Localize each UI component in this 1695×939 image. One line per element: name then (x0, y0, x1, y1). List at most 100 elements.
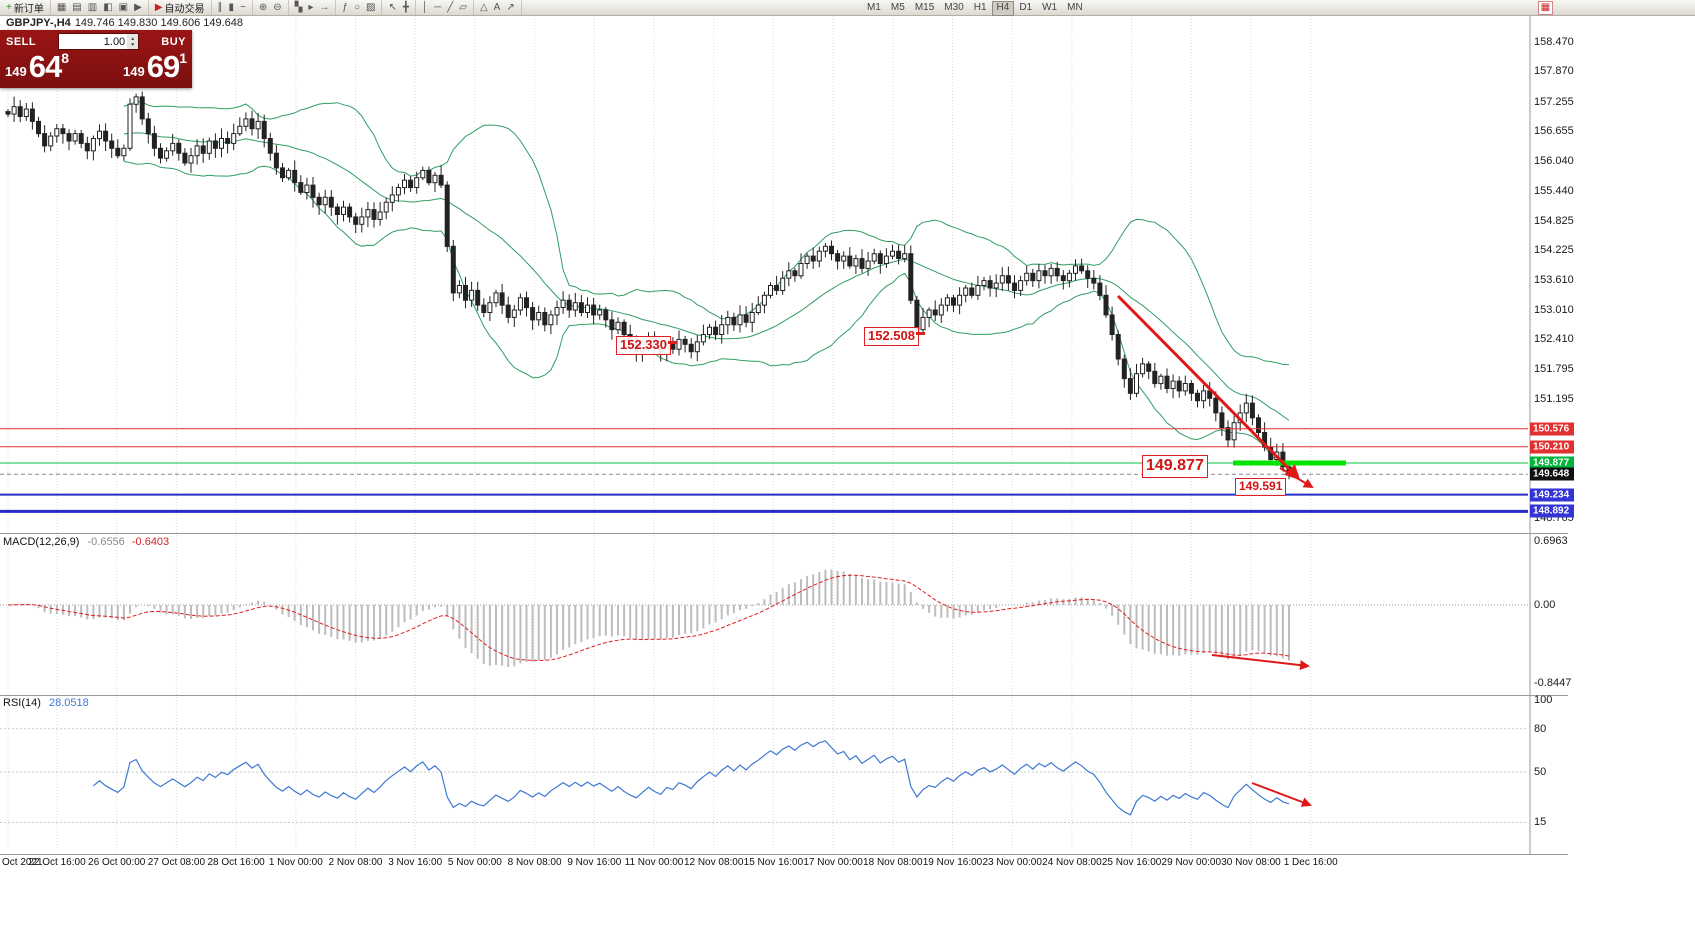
timeframe-h4[interactable]: H4 (991, 1, 1015, 16)
macd-main-value: -0.6556 (87, 536, 125, 548)
crosshair-icon[interactable]: ╋ (400, 1, 412, 14)
profiles-icon[interactable]: ▤ (69, 1, 84, 14)
toolbar-groups: + 新订单 ▦ ▤ ▥ ◧ ▣ ▶ ▶ 自动交易 ∥ ▮ ~ ⊕ ⊖ ▚ ▸ → ƒ ○ ▨ ↖ ╋ │ ─ ╱ ▱ △ A ↗ (0, 0, 522, 15)
trend-arrow[interactable] (1279, 467, 1314, 489)
shapes-icon[interactable]: △ (477, 1, 491, 14)
toolbar: + 新订单 ▦ ▤ ▥ ◧ ▣ ▶ ▶ 自动交易 ∥ ▮ ~ ⊕ ⊖ ▚ ▸ → ƒ ○ ▨ ↖ ╋ │ ─ ╱ ▱ △ A ↗ M1 M5… (0, 0, 1695, 16)
price-axis-marker: 150.576 (1530, 422, 1574, 436)
time-axis-label: 11 Nov 00:00 (624, 857, 684, 868)
arrow-tool-icon[interactable]: ↗ (503, 1, 517, 14)
timeframe-m15[interactable]: M15 (914, 2, 935, 13)
time-axis-label: 30 Nov 08:00 (1221, 857, 1281, 868)
terminal-icon[interactable]: ▣ (116, 1, 131, 14)
channel-icon[interactable]: ▱ (456, 1, 470, 14)
time-axis-label: 3 Nov 16:00 (388, 857, 443, 868)
navigator-icon[interactable]: ◧ (100, 1, 115, 14)
price-tag[interactable]: 149.591 (1235, 478, 1287, 496)
time-axis-label: 1 Dec 16:00 (1283, 857, 1338, 868)
price-axis-label: 152.410 (1534, 332, 1574, 345)
timeframe-m5[interactable]: M5 (890, 2, 905, 13)
time-axis-label: 23 Nov 00:00 (982, 857, 1042, 868)
new-order-button[interactable]: + 新订单 (3, 1, 47, 15)
macd-name: MACD(12,26,9) (3, 536, 80, 548)
timeframe-h1[interactable]: H1 (973, 2, 987, 13)
timeframe-d1[interactable]: D1 (1019, 2, 1033, 13)
time-axis[interactable]: Oct 2021 22 Oct 16:00 26 Oct 00:00 27 Oct 0… (0, 856, 1568, 872)
cursor-icon: ↖ (388, 2, 397, 13)
price-axis-marker: 149.877 (1530, 456, 1574, 470)
strategy-tester-icon[interactable]: ▶ (131, 1, 145, 14)
channel-icon: ▱ (459, 2, 467, 13)
rsi-axis-label: 15 (1534, 816, 1547, 829)
sell-price-base: 149 (5, 64, 27, 79)
macd-histogram (13, 569, 1290, 667)
zoom-in-icon[interactable]: ⊕ (256, 1, 270, 14)
buy-price[interactable]: 149 69 1 (123, 51, 187, 82)
chart-shift-icon[interactable]: → (316, 1, 332, 14)
zoom-out-icon[interactable]: ⊖ (270, 1, 284, 14)
auto-scroll-icon: ▸ (308, 2, 314, 13)
rsi-axis-label: 100 (1534, 694, 1553, 706)
shapes-icon: △ (479, 2, 488, 13)
timeframe-m1[interactable]: M1 (867, 2, 881, 13)
horizontal-line-icon[interactable]: ─ (431, 1, 444, 14)
macd-signal-value: -0.6403 (131, 536, 170, 548)
trendline-icon: ╱ (447, 2, 454, 13)
templates-icon: ▨ (366, 2, 376, 13)
time-axis-label: 12 Nov 08:00 (683, 857, 744, 868)
price-tag[interactable]: 152.330 (616, 336, 671, 355)
price-axis-label: 154.825 (1534, 214, 1574, 227)
price-tag[interactable]: 149.877 (1142, 455, 1208, 478)
bollinger-bands (123, 101, 1290, 477)
volume-input[interactable]: 1.00 ▲ ▼ (58, 33, 140, 50)
timeframe-m30[interactable]: M30 (944, 2, 964, 13)
timeframe-mn[interactable]: MN (1067, 2, 1083, 13)
periods-icon[interactable]: ○ (351, 1, 363, 14)
horizontal-line-icon: ─ (434, 2, 442, 13)
price-axis-label: 156.040 (1534, 155, 1574, 168)
indicators-icon[interactable]: ƒ (339, 1, 351, 14)
horizontal-lines[interactable] (0, 428, 1528, 513)
trendline-icon[interactable]: ╱ (444, 1, 456, 14)
time-axis-label: 17 Nov 00:00 (803, 857, 863, 868)
new-order-button-label: 新订单 (13, 4, 44, 15)
price-tag[interactable]: 152.508 (864, 327, 919, 346)
buy-button[interactable]: BUY (161, 35, 186, 48)
cursor-icon[interactable]: ↖ (385, 1, 399, 14)
trend-arrow[interactable] (1211, 654, 1310, 671)
volume-increase-button[interactable]: ▲ (130, 35, 136, 42)
sell-price[interactable]: 149 64 8 (5, 51, 69, 82)
tile-windows-icon[interactable]: ▚ (292, 1, 306, 14)
sell-button[interactable]: SELL (6, 35, 37, 48)
trend-arrow[interactable] (1251, 782, 1312, 807)
autotrading-button[interactable]: ▶ 自动交易 (152, 1, 208, 15)
chart-shift-icon: → (319, 2, 330, 13)
price-axis-label: 151.795 (1534, 363, 1574, 376)
chart-windows-icon[interactable]: ▦ (1538, 1, 1553, 15)
time-axis-label: 24 Nov 08:00 (1042, 857, 1102, 868)
vertical-line-icon[interactable]: │ (419, 1, 431, 14)
charts-grid-icon[interactable]: ▦ (54, 1, 69, 14)
bar-chart-icon[interactable]: ∥ (215, 1, 226, 14)
buy-price-base: 149 (123, 64, 145, 79)
auto-scroll-icon[interactable]: ▸ (305, 1, 316, 14)
volume-decrease-button[interactable]: ▼ (130, 41, 136, 48)
text-icon[interactable]: A (491, 1, 504, 14)
rsi-indicator-label: RSI(14) 28.0518 (3, 697, 89, 709)
time-axis-label: 8 Nov 08:00 (507, 857, 562, 868)
ohlc-values: 149.746 149.830 149.606 149.648 (74, 17, 244, 29)
symbol-name: GBPJPY-,H4 (6, 17, 71, 29)
price-axis-label: 157.255 (1534, 95, 1574, 108)
templates-icon[interactable]: ▨ (363, 1, 378, 14)
rsi-axis-label: 50 (1534, 766, 1547, 778)
symbol-ohlc-readout: GBPJPY-,H4 149.746 149.830 149.606 149.64… (6, 17, 243, 29)
trend-arrow[interactable] (1116, 294, 1301, 481)
price-axis[interactable]: 158.470 157.870 157.255 156.655 156.040 155.4… (1530, 0, 1695, 939)
line-chart-icon[interactable]: ~ (237, 1, 249, 14)
arrow-tool-icon: ↗ (506, 2, 515, 13)
timeframe-w1[interactable]: W1 (1042, 2, 1058, 13)
market-watch-icon[interactable]: ▥ (85, 1, 100, 14)
candlestick-chart-icon[interactable]: ▮ (226, 1, 238, 14)
